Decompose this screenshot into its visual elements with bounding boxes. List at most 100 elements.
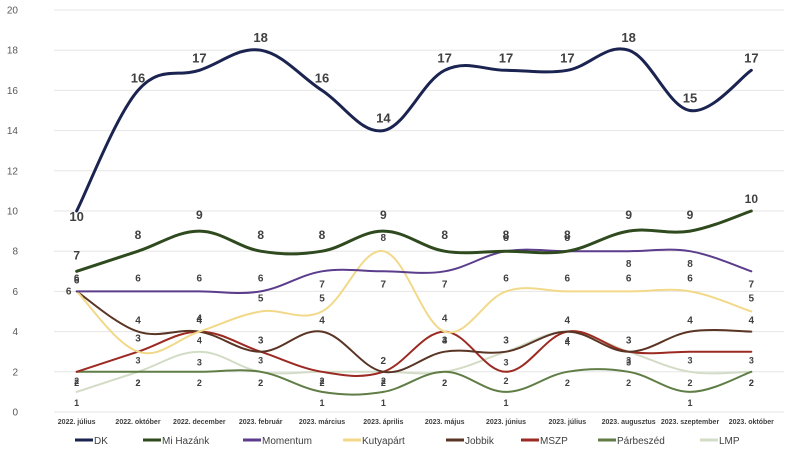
x-tick-label: 2023. június bbox=[486, 419, 526, 426]
data-label-dk: 17 bbox=[192, 50, 206, 65]
data-label-jobbik: 4 bbox=[197, 316, 203, 327]
legend-label: MSZP bbox=[540, 436, 568, 447]
x-tick-label: 2023. október bbox=[729, 419, 774, 426]
data-label-mi-hazank: 8 bbox=[135, 228, 142, 242]
data-label-parbeszed: 1 bbox=[319, 398, 324, 408]
data-label-mszp: 2 bbox=[381, 376, 386, 386]
data-label-dk: 18 bbox=[253, 30, 267, 45]
data-label-parbeszed: 2 bbox=[749, 378, 754, 388]
x-axis-ticks: 2022. július 2022. október 2022. december 2… bbox=[58, 419, 774, 426]
y-tick-label: 0 bbox=[12, 408, 18, 419]
data-label-kutyapart: 8 bbox=[381, 233, 387, 244]
data-label-parbeszed: 2 bbox=[135, 378, 140, 388]
data-label-kutyapart: 4 bbox=[442, 314, 448, 325]
data-label-dk: 15 bbox=[683, 91, 697, 106]
data-label-momentum: 7 bbox=[749, 279, 755, 290]
data-label-momentum: 6 bbox=[258, 273, 264, 284]
data-label-kutyapart: 5 bbox=[258, 294, 264, 305]
data-label-mi-hazank: 8 bbox=[257, 228, 264, 242]
y-tick-label: 2 bbox=[12, 367, 18, 378]
data-label-mszp: 4 bbox=[442, 336, 447, 346]
data-label-parbeszed: 2 bbox=[442, 378, 447, 388]
data-label-mszp: 3 bbox=[626, 356, 631, 366]
data-label-lmp: 4 bbox=[565, 338, 570, 348]
data-label-jobbik: 3 bbox=[503, 336, 509, 347]
legend-item-kutyapart: Kutyapárt bbox=[343, 436, 405, 447]
series-line-kutyapart bbox=[75, 250, 753, 355]
y-tick-label: 16 bbox=[7, 86, 19, 97]
data-label-lmp: 3 bbox=[626, 358, 631, 368]
data-label-mi-hazank: 8 bbox=[441, 228, 448, 242]
legend-item-jobbik: Jobbik bbox=[446, 436, 495, 447]
data-label-parbeszed: 1 bbox=[687, 398, 692, 408]
data-label-jobbik: 4 bbox=[319, 316, 325, 327]
legend-item-lmp: LMP bbox=[700, 436, 740, 447]
data-label-mszp: 4 bbox=[197, 336, 202, 346]
series-line-jobbik bbox=[75, 290, 753, 374]
data-label-lmp: 2 bbox=[258, 378, 263, 388]
legend-label: DK bbox=[94, 436, 108, 447]
data-label-lmp: 2 bbox=[135, 378, 140, 388]
legend-item-dk: DK bbox=[75, 436, 108, 447]
data-label-parbeszed: 2 bbox=[258, 378, 263, 388]
series-line-parbeszed bbox=[75, 368, 753, 396]
data-label-kutyapart: 5 bbox=[749, 294, 755, 305]
data-label-parbeszed: 2 bbox=[197, 378, 202, 388]
legend-label: Párbeszéd bbox=[617, 436, 665, 447]
data-label-kutyapart: 4 bbox=[197, 314, 203, 325]
data-label-parbeszed: 1 bbox=[381, 398, 386, 408]
data-label-mi-hazank: 9 bbox=[196, 208, 203, 222]
data-label-momentum: 6 bbox=[66, 286, 72, 297]
legend-item-momentum: Momentum bbox=[243, 436, 312, 447]
data-label-lmp: 2 bbox=[442, 378, 447, 388]
data-label-jobbik: 3 bbox=[258, 336, 264, 347]
data-label-momentum: 8 bbox=[565, 233, 571, 244]
legend-label: Jobbik bbox=[465, 436, 495, 447]
data-label-kutyapart: 6 bbox=[74, 273, 80, 284]
data-label-momentum: 8 bbox=[626, 259, 632, 270]
series-line-mszp bbox=[75, 330, 753, 377]
data-label-momentum: 6 bbox=[197, 273, 203, 284]
series-line-dk bbox=[75, 47, 753, 213]
data-label-dk: 17 bbox=[744, 50, 758, 65]
data-label-kutyapart: 5 bbox=[319, 294, 325, 305]
legend-item-mszp: MSZP bbox=[521, 436, 568, 447]
series-line-lmp bbox=[75, 330, 753, 393]
data-label-mi-hazank: 8 bbox=[503, 228, 510, 242]
x-tick-label: 2022. október bbox=[115, 419, 160, 426]
data-label-mszp: 3 bbox=[749, 356, 754, 366]
data-label-lmp: 2 bbox=[319, 378, 324, 388]
y-tick-label: 4 bbox=[12, 327, 18, 338]
data-label-jobbik: 2 bbox=[381, 356, 387, 367]
data-label-mszp: 3 bbox=[687, 356, 692, 366]
data-label-dk: 14 bbox=[376, 111, 391, 126]
y-tick-label: 10 bbox=[7, 207, 19, 218]
data-label-mi-hazank: 7 bbox=[73, 248, 80, 262]
data-label-jobbik: 4 bbox=[135, 316, 141, 327]
data-label-parbeszed: 2 bbox=[626, 378, 631, 388]
x-tick-label: 2023. február bbox=[239, 419, 283, 426]
legend-label: Kutyapárt bbox=[362, 436, 405, 447]
data-label-parbeszed: 1 bbox=[503, 398, 508, 408]
data-label-mszp: 4 bbox=[565, 336, 570, 346]
x-tick-label: 2023. július bbox=[548, 419, 586, 426]
y-tick-label: 18 bbox=[7, 46, 19, 57]
data-label-kutyapart: 3 bbox=[135, 334, 141, 345]
data-label-momentum: 8 bbox=[687, 259, 693, 270]
x-tick-label: 2023. augusztus bbox=[602, 419, 656, 426]
data-label-mszp: 2 bbox=[74, 376, 79, 386]
data-label-kutyapart: 6 bbox=[503, 273, 509, 284]
data-label-dk: 18 bbox=[621, 30, 635, 45]
data-label-dk: 17 bbox=[560, 50, 574, 65]
data-label-lmp: 2 bbox=[687, 378, 692, 388]
data-label-dk: 16 bbox=[315, 70, 329, 85]
data-label-mszp: 3 bbox=[135, 356, 140, 366]
data-label-lmp: 1 bbox=[74, 398, 79, 408]
data-label-momentum: 7 bbox=[319, 279, 325, 290]
legend-label: Momentum bbox=[262, 436, 312, 447]
legend-label: Mi Hazánk bbox=[162, 436, 210, 447]
data-label-lmp: 3 bbox=[197, 358, 202, 368]
series-line-momentum bbox=[75, 248, 753, 294]
